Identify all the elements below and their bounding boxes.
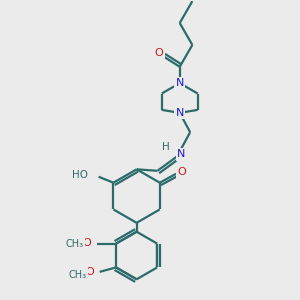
Text: HO: HO: [72, 170, 88, 180]
Text: O: O: [82, 238, 91, 248]
Text: O: O: [178, 167, 187, 177]
Text: N: N: [176, 78, 184, 88]
Text: CH₃: CH₃: [68, 270, 86, 280]
Text: H: H: [162, 142, 169, 152]
Text: O: O: [85, 268, 94, 278]
Text: N: N: [177, 149, 185, 160]
Text: O: O: [154, 48, 163, 59]
Text: N: N: [176, 108, 184, 118]
Text: CH₃: CH₃: [65, 238, 83, 249]
